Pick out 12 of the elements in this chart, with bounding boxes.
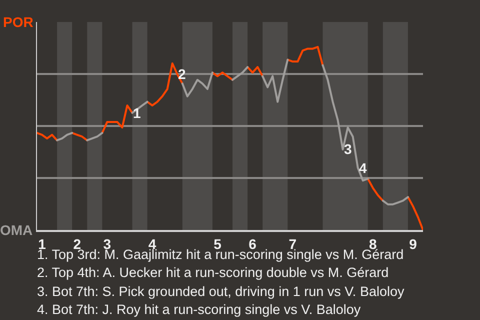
annotation: 2 [178, 66, 186, 82]
annotation: 1 [133, 105, 141, 121]
text: POR [3, 14, 34, 30]
text: OMA [0, 222, 33, 238]
text: 3. Bot 7th: S. Pick grounded out, driving in 1 run vs V. Baloloy [37, 284, 404, 299]
text: 4. Bot 7th: J. Roy hit a run-scoring single vs V. Baloloy [37, 302, 361, 317]
x-tick-label: 6 [248, 236, 257, 252]
x-tick-label: 9 [409, 236, 418, 252]
annotation: 4 [359, 160, 367, 176]
text: 2. Top 4th: A. Uecker hit a run-scoring double vs M. Gérard [37, 265, 389, 280]
x-tick-label: 5 [214, 236, 222, 252]
annotation: 3 [344, 141, 352, 157]
